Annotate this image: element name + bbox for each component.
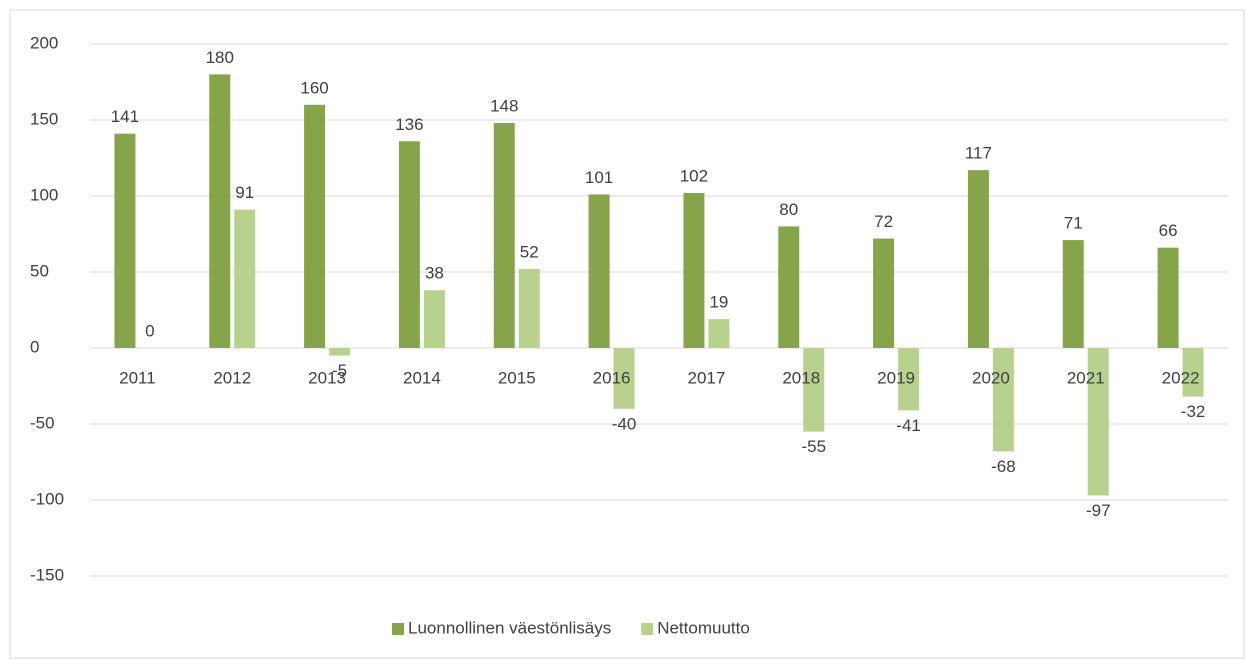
bar bbox=[708, 319, 730, 348]
x-tick-label: 2012 bbox=[213, 368, 251, 387]
data-label: 91 bbox=[235, 183, 254, 202]
legend-swatch bbox=[641, 623, 654, 635]
data-label: -97 bbox=[1086, 501, 1111, 520]
data-label: 160 bbox=[300, 78, 328, 97]
x-tick-label: 2019 bbox=[877, 368, 915, 387]
data-label: 66 bbox=[1159, 221, 1178, 240]
data-label: -55 bbox=[801, 437, 826, 456]
bar bbox=[493, 123, 515, 348]
bar bbox=[209, 74, 231, 349]
x-tick-label: 2018 bbox=[782, 368, 820, 387]
legend-label: Nettomuutto bbox=[657, 618, 750, 637]
x-tick-label: 2022 bbox=[1162, 368, 1200, 387]
bar bbox=[329, 348, 351, 356]
x-tick-label: 2011 bbox=[119, 368, 156, 387]
bar bbox=[234, 209, 256, 348]
data-label: 38 bbox=[425, 264, 444, 283]
y-tick-label: 0 bbox=[30, 337, 39, 356]
data-label: 102 bbox=[680, 166, 708, 185]
legend-swatch bbox=[392, 623, 404, 635]
chart-frame bbox=[9, 9, 1245, 659]
x-tick-label: 2016 bbox=[593, 368, 631, 387]
bar bbox=[398, 141, 420, 348]
data-label: 148 bbox=[490, 97, 518, 116]
bar bbox=[518, 268, 540, 348]
data-label: -68 bbox=[991, 457, 1016, 476]
x-tick-label: 2017 bbox=[688, 368, 726, 387]
x-tick-label: 2021 bbox=[1067, 368, 1105, 387]
y-tick-label: -150 bbox=[30, 565, 64, 584]
bar bbox=[588, 194, 610, 348]
data-label: -41 bbox=[896, 416, 921, 435]
bar bbox=[778, 226, 800, 348]
x-tick-label: 2014 bbox=[403, 368, 441, 387]
data-label: 101 bbox=[585, 168, 613, 187]
data-label: 0 bbox=[145, 321, 154, 340]
y-tick-label: -100 bbox=[30, 489, 64, 508]
x-tick-label: 2015 bbox=[498, 368, 536, 387]
y-tick-label: 150 bbox=[30, 109, 58, 128]
data-label: 80 bbox=[779, 200, 798, 219]
y-tick-label: 200 bbox=[30, 33, 58, 52]
data-label: 180 bbox=[206, 48, 234, 67]
y-tick-label: -50 bbox=[30, 413, 55, 432]
x-tick-label: 2020 bbox=[972, 368, 1010, 387]
y-tick-label: 100 bbox=[30, 185, 58, 204]
data-label: 72 bbox=[874, 212, 893, 231]
data-label: 71 bbox=[1064, 214, 1083, 233]
bar bbox=[423, 290, 445, 348]
bar bbox=[114, 133, 136, 348]
bar bbox=[1062, 240, 1084, 348]
data-label: 136 bbox=[395, 115, 423, 134]
data-label: -5 bbox=[332, 361, 347, 380]
bar bbox=[1157, 247, 1179, 348]
legend-label: Luonnollinen väestönlisäys bbox=[408, 618, 611, 637]
x-tick-label: 2013 bbox=[308, 368, 346, 387]
data-label: 19 bbox=[709, 293, 728, 312]
bar bbox=[1182, 348, 1204, 397]
bar bbox=[873, 238, 895, 348]
bar bbox=[613, 348, 635, 409]
bar bbox=[803, 348, 825, 432]
data-label: 141 bbox=[111, 107, 139, 126]
data-label: -32 bbox=[1181, 402, 1206, 421]
data-label: 117 bbox=[965, 144, 992, 163]
bar bbox=[683, 192, 705, 348]
data-label: 52 bbox=[520, 242, 539, 261]
data-label: -40 bbox=[612, 414, 637, 433]
bar bbox=[967, 170, 989, 348]
y-tick-label: 50 bbox=[30, 261, 49, 280]
bar bbox=[992, 348, 1014, 452]
bar bbox=[304, 104, 326, 348]
bar bbox=[1087, 348, 1109, 496]
bar bbox=[898, 348, 920, 411]
